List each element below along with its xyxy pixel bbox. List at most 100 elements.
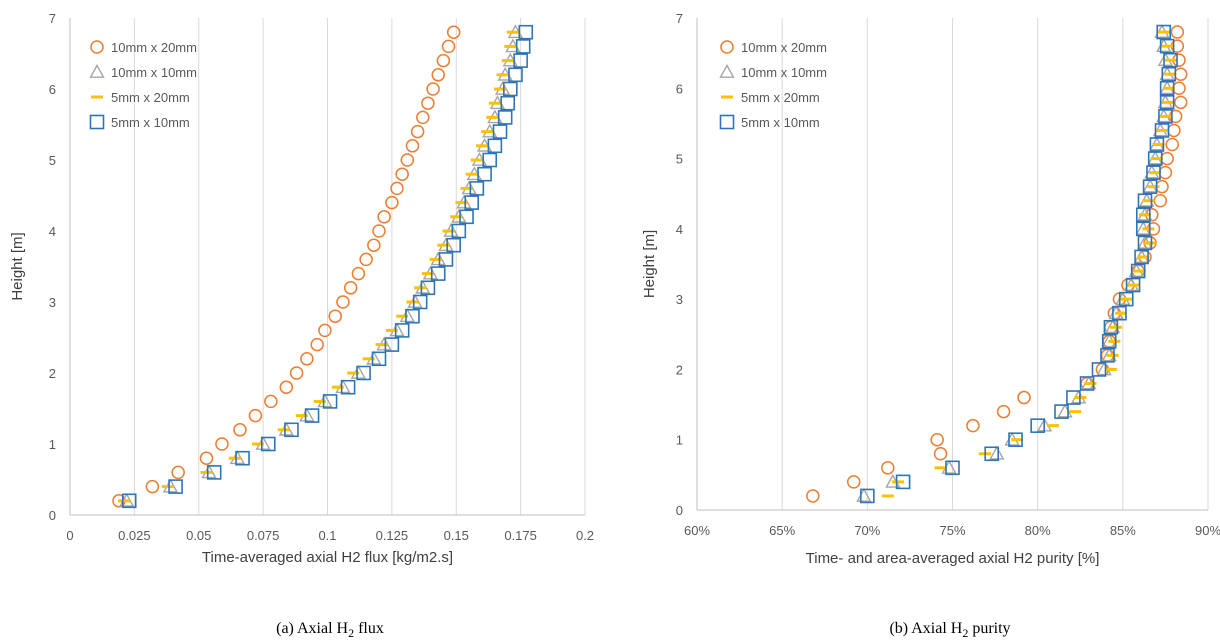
y-tick-label: 1 bbox=[676, 433, 683, 448]
chart-panel-a: 0 0.025 0.05 0.075 0.1 0.125 0.15 0.175 0.201234… bbox=[9, 11, 594, 640]
legend-entry: 10mm x 20mm bbox=[741, 40, 827, 55]
data-point bbox=[200, 452, 212, 464]
data-point bbox=[807, 490, 819, 502]
data-point bbox=[1168, 124, 1180, 136]
y-axis-title: Height [m] bbox=[9, 232, 26, 300]
y-axis-title: Height [m] bbox=[641, 230, 658, 298]
data-point bbox=[146, 481, 158, 493]
x-tick-label: 65% bbox=[769, 523, 795, 538]
x-tick-label: 90% bbox=[1195, 523, 1220, 538]
data-point bbox=[373, 225, 385, 237]
data-point bbox=[401, 154, 413, 166]
x-tick-label: 0.075 bbox=[247, 528, 280, 543]
legend-entry: 10mm x 10mm bbox=[741, 65, 827, 80]
data-point bbox=[301, 353, 313, 365]
y-tick-label: 2 bbox=[676, 362, 683, 377]
x-tick-label: 75% bbox=[939, 523, 965, 538]
data-point bbox=[448, 26, 460, 38]
x-axis-title: Time-averaged axial H2 flux [kg/m2.s] bbox=[202, 549, 453, 566]
x-tick-label: 60% bbox=[684, 523, 710, 538]
data-point bbox=[1161, 153, 1173, 165]
data-point bbox=[280, 381, 292, 393]
data-point bbox=[931, 434, 943, 446]
data-point bbox=[998, 406, 1010, 418]
x-tick-label: 0 bbox=[66, 528, 73, 543]
y-tick-label: 0 bbox=[676, 503, 683, 518]
y-tick-label: 0 bbox=[49, 508, 56, 523]
data-point bbox=[396, 168, 408, 180]
legend: 10mm x 20mm 10mm x 10mm 5mm x 20mm 5mm x 10… bbox=[91, 40, 197, 130]
x-tick-label: 0.15 bbox=[444, 528, 469, 543]
y-tick-label: 7 bbox=[676, 11, 683, 26]
x-axis-title: Time- and area-averaged axial H2 purity … bbox=[806, 550, 1100, 567]
data-point bbox=[412, 126, 424, 138]
legend: 10mm x 20mm 10mm x 10mm 5mm x 20mm 5mm x 10… bbox=[721, 40, 827, 130]
data-point bbox=[1171, 26, 1183, 38]
data-point bbox=[1159, 167, 1171, 179]
data-point bbox=[249, 410, 261, 422]
legend-entry: 10mm x 10mm bbox=[111, 65, 197, 80]
data-point bbox=[234, 424, 246, 436]
data-point bbox=[172, 466, 184, 478]
legend-entry: 5mm x 10mm bbox=[741, 115, 820, 130]
data-point bbox=[967, 420, 979, 432]
data-point bbox=[443, 40, 455, 52]
data-point bbox=[265, 395, 277, 407]
data-point bbox=[337, 296, 349, 308]
figure-caption: (a) Axial H2 flux bbox=[276, 620, 384, 640]
y-tick-label: 6 bbox=[676, 81, 683, 96]
legend-entry: 5mm x 10mm bbox=[111, 115, 190, 130]
y-tick-label: 5 bbox=[676, 152, 683, 167]
x-tick-label: 85% bbox=[1110, 523, 1136, 538]
data-point bbox=[368, 239, 380, 251]
data-point bbox=[427, 83, 439, 95]
data-point bbox=[291, 367, 303, 379]
data-point bbox=[1166, 139, 1178, 151]
data-point bbox=[437, 55, 449, 67]
legend-marker bbox=[721, 116, 734, 129]
series-5mmx10mm bbox=[861, 26, 1177, 503]
legend-marker bbox=[721, 41, 733, 53]
y-tick-label: 2 bbox=[49, 366, 56, 381]
data-point bbox=[345, 282, 357, 294]
data-point bbox=[1154, 195, 1166, 207]
x-tick-label: 80% bbox=[1025, 523, 1051, 538]
data-point bbox=[417, 111, 429, 123]
data-point bbox=[990, 447, 1003, 459]
legend-entry: 5mm x 20mm bbox=[111, 90, 190, 105]
data-point bbox=[432, 69, 444, 81]
data-point bbox=[319, 324, 331, 336]
y-tick-label: 3 bbox=[49, 295, 56, 310]
legend-marker bbox=[91, 41, 103, 53]
x-tick-label: 0.2 bbox=[576, 528, 594, 543]
data-point bbox=[1175, 96, 1187, 108]
data-point bbox=[1018, 392, 1030, 404]
legend-entry: 5mm x 20mm bbox=[741, 90, 820, 105]
data-point bbox=[422, 97, 434, 109]
data-point bbox=[352, 268, 364, 280]
chart-panel-b: 60% 65% 70% 75% 80% 85% 90% 0 1 2 3 4 5 6 7 Time- and a… bbox=[641, 11, 1220, 640]
y-tick-label: 4 bbox=[49, 224, 56, 239]
data-point bbox=[216, 438, 228, 450]
data-point bbox=[1175, 68, 1187, 80]
data-point bbox=[406, 140, 418, 152]
data-point bbox=[935, 448, 947, 460]
y-tick-label: 6 bbox=[49, 82, 56, 97]
y-tick-label: 1 bbox=[49, 437, 56, 452]
data-point bbox=[882, 462, 894, 474]
y-tick-label: 5 bbox=[49, 153, 56, 168]
data-point bbox=[360, 253, 372, 265]
x-tick-label: 0.1 bbox=[318, 528, 336, 543]
x-tick-label: 0.025 bbox=[118, 528, 151, 543]
legend-marker bbox=[721, 66, 734, 78]
data-point bbox=[378, 211, 390, 223]
data-point bbox=[391, 182, 403, 194]
data-point bbox=[329, 310, 341, 322]
data-point bbox=[848, 476, 860, 488]
series-10mmx20mm bbox=[807, 26, 1187, 502]
figure-caption: (b) Axial H2 purity bbox=[889, 620, 1010, 640]
x-tick-label: 0.175 bbox=[504, 528, 537, 543]
legend-marker bbox=[91, 66, 104, 78]
data-point bbox=[1173, 82, 1185, 94]
